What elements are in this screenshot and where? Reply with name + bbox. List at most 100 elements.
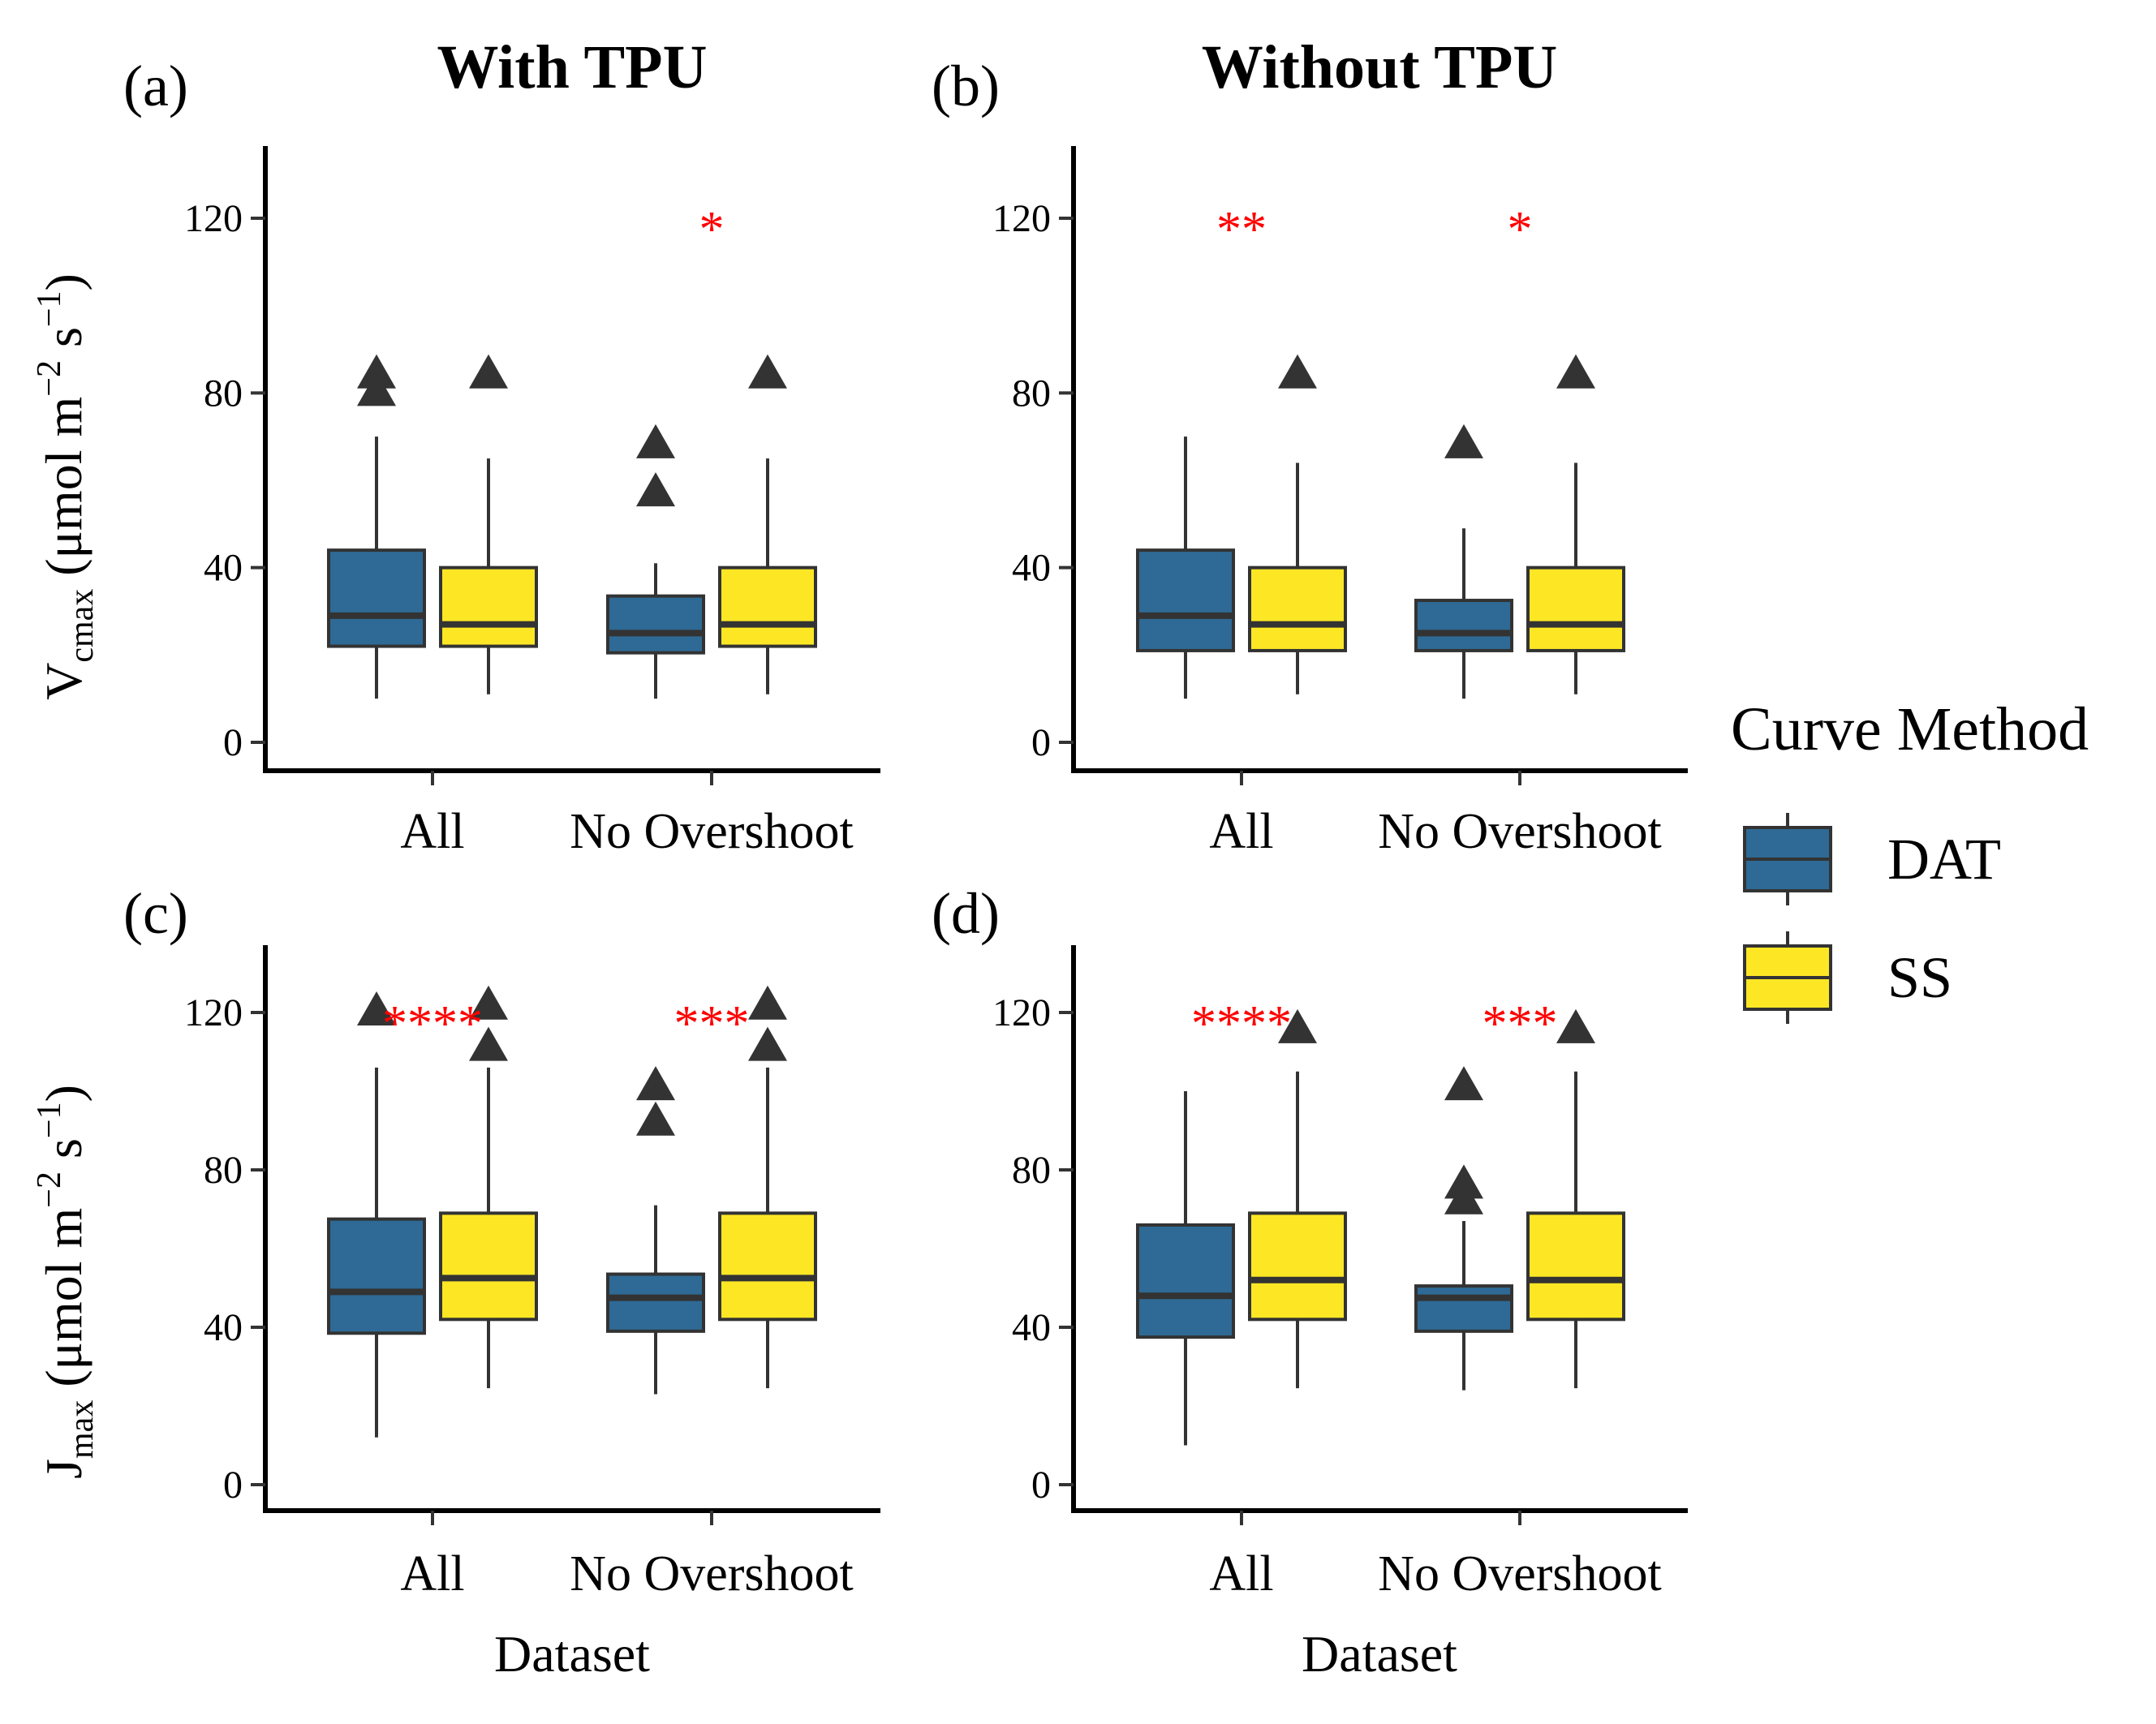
box-ss-no-overshoot	[718, 354, 817, 694]
panel-label: (d)	[932, 881, 1000, 946]
y-axis-title-vcmax-exp1: −2	[31, 360, 68, 397]
y-axis-title-vcmax-main: V	[35, 663, 93, 700]
significance-label: *	[699, 202, 725, 257]
outlier-point	[1278, 1008, 1317, 1043]
outlier-point	[469, 1026, 508, 1061]
y-tick-label: 120	[992, 197, 1051, 240]
y-axis-title-jmax-sub: max	[63, 1400, 101, 1459]
x-tick-label: All	[400, 804, 464, 859]
legend-label-dat: DAT	[1887, 827, 2001, 892]
outlier-point	[748, 354, 787, 389]
box-dat-all	[1136, 1091, 1235, 1446]
title-without-tpu: Without TPU	[1202, 33, 1558, 101]
title-with-tpu: With TPU	[437, 33, 708, 101]
panel-label: (a)	[123, 54, 188, 118]
box-body	[718, 565, 817, 648]
y-axis-title-jmax-rest: (μmol m	[35, 1208, 93, 1400]
y-axis-title-vcmax: Vcmax (μmol m−2 s−1)	[31, 273, 101, 700]
box-body	[327, 548, 426, 648]
box-dat-all	[327, 354, 426, 699]
y-axis-title-vcmax-mid: s	[35, 327, 93, 360]
outlier-point	[357, 354, 396, 389]
y-axis-title-vcmax-rest: (μmol m	[35, 397, 93, 589]
legend-title: Curve Method	[1731, 695, 2089, 763]
panels: 0 40 80 120 All No Overshoot (a) * 0 40 80 120 All No…	[123, 54, 1688, 1601]
outlier-point	[469, 354, 508, 389]
y-axis-title-jmax-exp1: −2	[31, 1172, 68, 1208]
box-body	[327, 1217, 426, 1335]
panel-0: 0 40 80 120 All No Overshoot (a) *	[123, 54, 880, 859]
box-dat-no-overshoot	[606, 423, 705, 699]
outlier-point	[1556, 354, 1595, 389]
significance-label: ****	[382, 996, 483, 1051]
box-dat-no-overshoot	[1414, 423, 1513, 699]
x-tick-label: All	[400, 1546, 464, 1601]
x-tick-label: No Overshoot	[1378, 804, 1662, 859]
panel-label: (b)	[932, 54, 1000, 118]
box-body	[1526, 1211, 1625, 1322]
outlier-point	[748, 1026, 787, 1061]
outlier-point	[469, 985, 508, 1020]
outlier-point	[1278, 354, 1317, 389]
y-tick-label: 80	[1012, 372, 1051, 415]
outlier-point	[636, 472, 675, 507]
outlier-point	[1444, 423, 1483, 458]
x-tick-label: No Overshoot	[1378, 1546, 1662, 1601]
y-axis-title-jmax-close: )	[35, 1085, 93, 1102]
box-body	[1136, 548, 1235, 652]
y-tick-label: 0	[223, 721, 243, 764]
legend: Curve Method DAT SS	[1731, 695, 2089, 1024]
y-tick-label: 0	[1031, 1464, 1051, 1507]
box-ss-all	[439, 985, 538, 1389]
y-tick-label: 120	[992, 991, 1051, 1034]
y-tick-label: 40	[1012, 547, 1051, 590]
box-body	[606, 594, 705, 655]
box-body	[439, 565, 538, 648]
y-tick-label: 120	[184, 991, 243, 1034]
box-ss-no-overshoot	[1526, 354, 1625, 694]
y-tick-label: 40	[204, 547, 243, 590]
box-ss-all	[1248, 1008, 1347, 1389]
y-tick-label: 40	[204, 1306, 243, 1349]
outlier-point	[1444, 1164, 1483, 1199]
x-axis-title-right: Dataset	[1302, 1625, 1457, 1683]
legend-label-ss: SS	[1887, 945, 1952, 1010]
box-dat-no-overshoot	[606, 1066, 705, 1395]
box-dat-all	[1136, 436, 1235, 699]
box-body	[718, 1211, 817, 1322]
y-tick-label: 40	[1012, 1306, 1051, 1349]
y-tick-label: 0	[223, 1464, 243, 1507]
y-tick-label: 80	[204, 1149, 243, 1192]
significance-label: **	[1216, 202, 1267, 257]
box-body	[1526, 565, 1625, 652]
box-dat-no-overshoot	[1414, 1066, 1513, 1391]
box-body	[439, 1211, 538, 1322]
y-tick-label: 80	[1012, 1149, 1051, 1192]
y-axis-title-jmax-exp2: −1	[31, 1102, 68, 1138]
outlier-point	[748, 985, 787, 1020]
outlier-point	[636, 1066, 675, 1101]
box-ss-no-overshoot	[718, 985, 817, 1389]
panel-label: (c)	[123, 881, 188, 946]
outlier-point	[636, 423, 675, 458]
box-body	[606, 1272, 705, 1333]
x-tick-label: All	[1209, 804, 1273, 859]
significance-label: *	[1508, 202, 1533, 257]
significance-label: ****	[1191, 996, 1292, 1051]
y-axis-title-jmax-main: J	[35, 1459, 93, 1479]
x-axis-title-left: Dataset	[494, 1625, 650, 1683]
outlier-point	[1444, 1066, 1483, 1101]
outlier-point	[636, 1101, 675, 1136]
box-ss-all	[1248, 354, 1347, 694]
box-dat-all	[327, 991, 426, 1438]
box-ss-no-overshoot	[1526, 1008, 1625, 1389]
box-body	[1248, 1211, 1347, 1322]
box-ss-all	[439, 354, 538, 694]
box-body	[1414, 1284, 1513, 1333]
y-tick-label: 80	[204, 372, 243, 415]
box-body	[1136, 1223, 1235, 1339]
